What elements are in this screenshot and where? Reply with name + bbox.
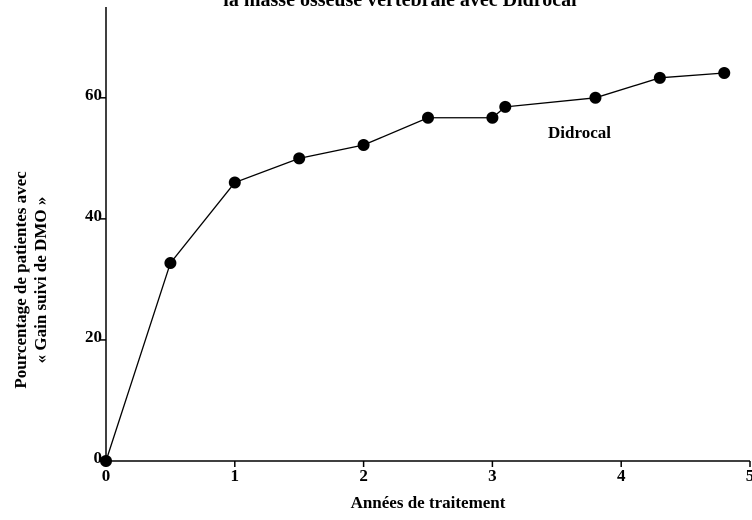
data-point [357,139,370,152]
series-label: Didrocal [548,123,611,142]
data-point [499,100,512,113]
data-point [100,455,112,467]
y-axis-label: Pourcentage de patientes avec [11,171,30,389]
x-tick-label: 2 [359,466,368,485]
data-point [293,152,306,165]
x-tick-label: 5 [746,466,752,485]
x-tick-label: 4 [617,466,626,485]
data-point [228,176,241,189]
y-tick-label: 20 [85,327,102,346]
y-tick-label: 60 [85,85,102,104]
x-axis-label: Années de traitement [351,493,506,512]
y-tick-label: 40 [85,206,102,225]
x-tick-label: 3 [488,466,497,485]
y-axis-label: « Gain suivi de DMO » [31,197,50,364]
data-point [653,71,666,84]
x-tick-label: 0 [102,466,111,485]
data-point [486,111,499,124]
data-point [589,91,602,104]
x-tick-label: 1 [231,466,240,485]
y-tick-label: 0 [94,448,103,467]
data-point [164,257,177,270]
chart-title: la masse osseuse vertébrale avec Didroca… [223,0,577,11]
series-line [105,72,725,462]
data-point [718,66,731,79]
data-point [422,111,434,124]
